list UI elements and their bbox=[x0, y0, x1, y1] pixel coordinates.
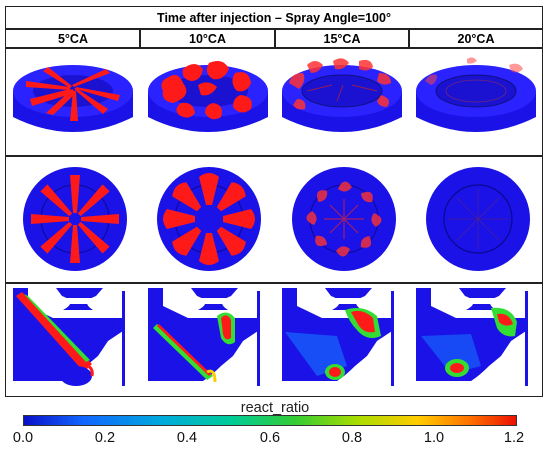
colorbar-tick: 1.0 bbox=[423, 430, 445, 446]
column-header-15ca: 15°CA bbox=[323, 32, 361, 46]
column-header-5ca: 5°CA bbox=[57, 32, 88, 46]
piston-3d-15ca bbox=[277, 51, 407, 151]
row-divider bbox=[6, 282, 542, 284]
colorbar-tick: 1.2 bbox=[503, 430, 525, 446]
piston-top-10ca bbox=[154, 159, 264, 279]
colorbar-title: react_ratio bbox=[240, 400, 310, 416]
colorbar-tick: 0.8 bbox=[341, 430, 363, 446]
piston-top-5ca bbox=[20, 159, 130, 279]
column-header-20ca: 20°CA bbox=[457, 32, 495, 46]
piston-top-20ca bbox=[423, 159, 533, 279]
row-divider bbox=[6, 155, 542, 157]
piston-3d-20ca bbox=[411, 51, 541, 151]
colorbar bbox=[23, 415, 517, 426]
piston-3d-5ca bbox=[8, 51, 138, 151]
section-view-10ca bbox=[143, 286, 273, 394]
colorbar-tick: 0.2 bbox=[94, 430, 116, 446]
section-view-15ca bbox=[277, 286, 407, 394]
figure-grid: Time after injection – Spray Angle=100° … bbox=[5, 6, 543, 397]
piston-3d-10ca bbox=[143, 51, 273, 151]
section-view-20ca bbox=[411, 286, 541, 394]
colorbar-tick: 0.4 bbox=[176, 430, 198, 446]
piston-top-15ca bbox=[289, 159, 399, 279]
column-header-10ca: 10°CA bbox=[189, 32, 226, 46]
header-divider bbox=[6, 47, 542, 49]
section-view-5ca bbox=[8, 286, 138, 394]
figure-title: Time after injection – Spray Angle=100° bbox=[157, 11, 391, 25]
colorbar-tick: 0.0 bbox=[12, 430, 34, 446]
colorbar-tick: 0.6 bbox=[259, 430, 281, 446]
title-divider bbox=[6, 28, 542, 30]
